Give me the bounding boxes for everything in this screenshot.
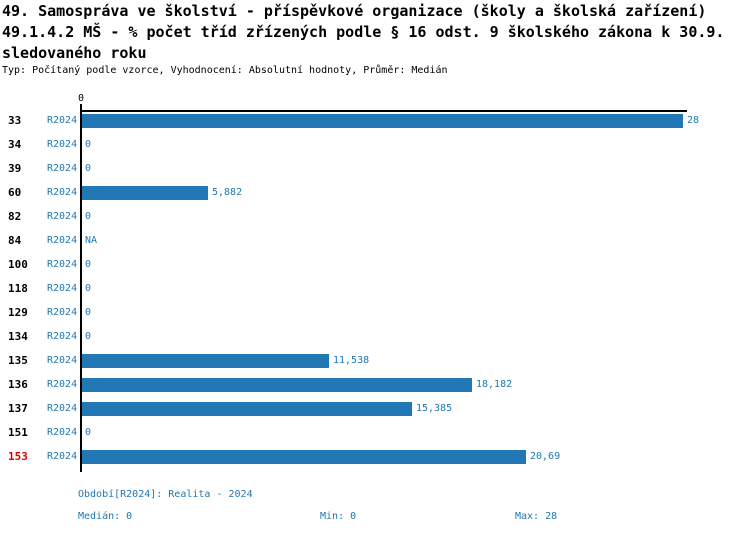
value-label: 18,182 [476, 379, 513, 390]
value-label: 0 [85, 331, 92, 342]
category-label: 100 [8, 258, 28, 271]
series-label: R2024 [47, 403, 78, 414]
category-label: 129 [8, 306, 28, 319]
value-bar[interactable] [82, 114, 683, 128]
value-bar[interactable] [82, 402, 412, 416]
stat-max: Max: 28 [515, 511, 558, 522]
series-label: R2024 [47, 379, 78, 390]
chart-title-line1: 49. Samospráva ve školství - příspěvkové… [2, 2, 707, 20]
series-label: R2024 [47, 211, 78, 222]
value-label: 11,538 [333, 355, 370, 366]
table-row: 82 R2024 0 [0, 205, 750, 229]
value-label: 0 [85, 259, 92, 270]
category-label: 137 [8, 402, 28, 415]
table-row: 151 R2024 0 [0, 421, 750, 445]
series-label: R2024 [47, 355, 78, 366]
value-axis-tick-zero: 0 [77, 93, 85, 104]
value-bar[interactable] [82, 450, 526, 464]
table-row: 100 R2024 0 [0, 253, 750, 277]
value-label: NA [85, 235, 98, 246]
table-row: 135 R2024 11,538 [0, 349, 750, 373]
table-row: 118 R2024 0 [0, 277, 750, 301]
chart-subtitle: Typ: Počítaný podle vzorce, Vyhodnocení:… [2, 65, 448, 76]
value-label: 15,385 [416, 403, 453, 414]
series-label: R2024 [47, 331, 78, 342]
series-label: R2024 [47, 451, 78, 462]
table-row: 134 R2024 0 [0, 325, 750, 349]
category-label: 118 [8, 282, 28, 295]
table-row: 60 R2024 5,882 [0, 181, 750, 205]
value-bar[interactable] [82, 378, 472, 392]
value-bar[interactable] [82, 354, 329, 368]
table-row: 153 R2024 20,69 [0, 445, 750, 469]
stat-median: Medián: 0 [78, 511, 133, 522]
series-label: R2024 [47, 235, 78, 246]
value-label: 0 [85, 139, 92, 150]
category-label: 39 [8, 162, 22, 175]
category-label: 34 [8, 138, 22, 151]
category-label: 84 [8, 234, 22, 247]
table-row: 33 R2024 28 [0, 109, 750, 133]
category-label: 82 [8, 210, 22, 223]
series-label: R2024 [47, 307, 78, 318]
series-label: R2024 [47, 187, 78, 198]
value-label: 5,882 [212, 187, 243, 198]
category-label: 60 [8, 186, 22, 199]
category-label: 153 [8, 450, 28, 463]
chart-title-line2: 49.1.4.2 MŠ - % počet tříd zřízených pod… [2, 23, 725, 41]
category-label: 151 [8, 426, 28, 439]
legend-period: Období[R2024]: Realita - 2024 [78, 489, 253, 500]
value-bar[interactable] [82, 186, 208, 200]
value-label: 0 [85, 163, 92, 174]
table-row: 84 R2024 NA [0, 229, 750, 253]
table-row: 136 R2024 18,182 [0, 373, 750, 397]
category-label: 33 [8, 114, 22, 127]
category-label: 134 [8, 330, 28, 343]
category-label: 135 [8, 354, 28, 367]
category-axis-line [80, 104, 82, 472]
table-row: 34 R2024 0 [0, 133, 750, 157]
series-label: R2024 [47, 139, 78, 150]
series-label: R2024 [47, 259, 78, 270]
series-label: R2024 [47, 115, 78, 126]
table-row: 129 R2024 0 [0, 301, 750, 325]
category-label: 136 [8, 378, 28, 391]
series-label: R2024 [47, 427, 78, 438]
value-label: 28 [687, 115, 700, 126]
value-label: 20,69 [530, 451, 561, 462]
series-label: R2024 [47, 163, 78, 174]
chart-title-line3: sledovaného roku [2, 44, 147, 62]
stat-min: Min: 0 [320, 511, 357, 522]
value-axis-line [80, 110, 687, 112]
value-label: 0 [85, 427, 92, 438]
series-label: R2024 [47, 283, 78, 294]
value-label: 0 [85, 211, 92, 222]
table-row: 137 R2024 15,385 [0, 397, 750, 421]
table-row: 39 R2024 0 [0, 157, 750, 181]
value-label: 0 [85, 307, 92, 318]
value-label: 0 [85, 283, 92, 294]
